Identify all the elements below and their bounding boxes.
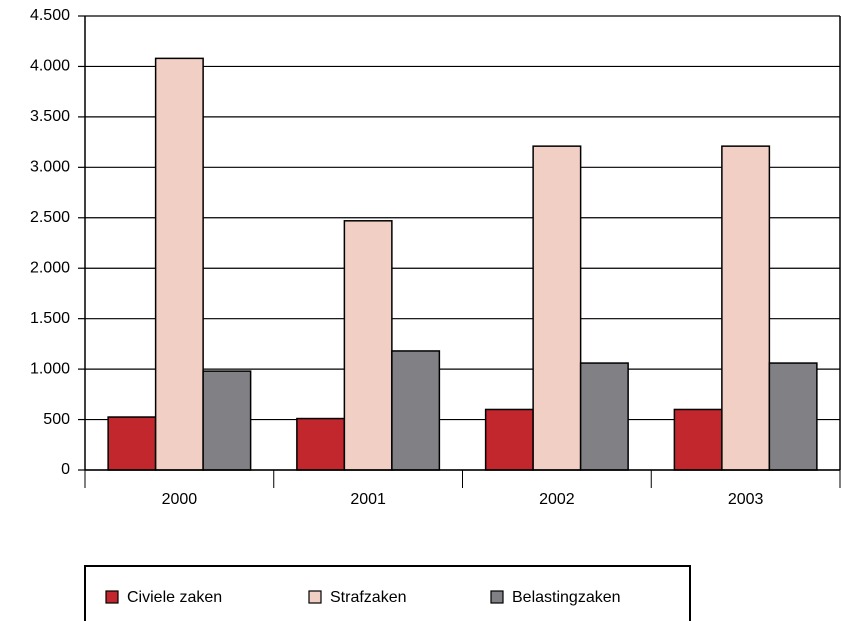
bar [768,362,818,471]
legend-label: Civiele zaken [127,589,222,606]
bar [579,362,629,471]
bar [343,220,393,471]
y-tick-label: 3.500 [30,108,70,125]
y-tick-label: 1.500 [30,310,70,327]
legend-swatch [308,590,322,604]
y-tick-label: 2.500 [30,209,70,226]
x-tick-label: 2001 [350,491,386,508]
bar [484,408,534,471]
y-tick-label: 1.000 [30,360,70,377]
bar [107,416,157,471]
bar [154,57,204,471]
x-tick-label: 2002 [539,491,575,508]
x-tick-label: 2000 [162,491,198,508]
bar [202,370,252,471]
bar [532,145,582,471]
legend-label: Belastingzaken [512,589,621,606]
bar [391,350,441,471]
legend-swatch [105,590,119,604]
y-tick-label: 3.000 [30,159,70,176]
legend-swatch [490,590,504,604]
y-tick-label: 500 [43,411,70,428]
bar [721,145,771,471]
x-tick-label: 2003 [728,491,764,508]
y-tick-label: 4.000 [30,58,70,75]
legend-box [84,565,691,621]
legend-label: Strafzaken [330,589,406,606]
bar [673,408,723,471]
y-tick-label: 4.500 [30,7,70,24]
y-tick-label: 0 [61,461,70,478]
y-tick-label: 2.000 [30,259,70,276]
bar [296,417,346,471]
